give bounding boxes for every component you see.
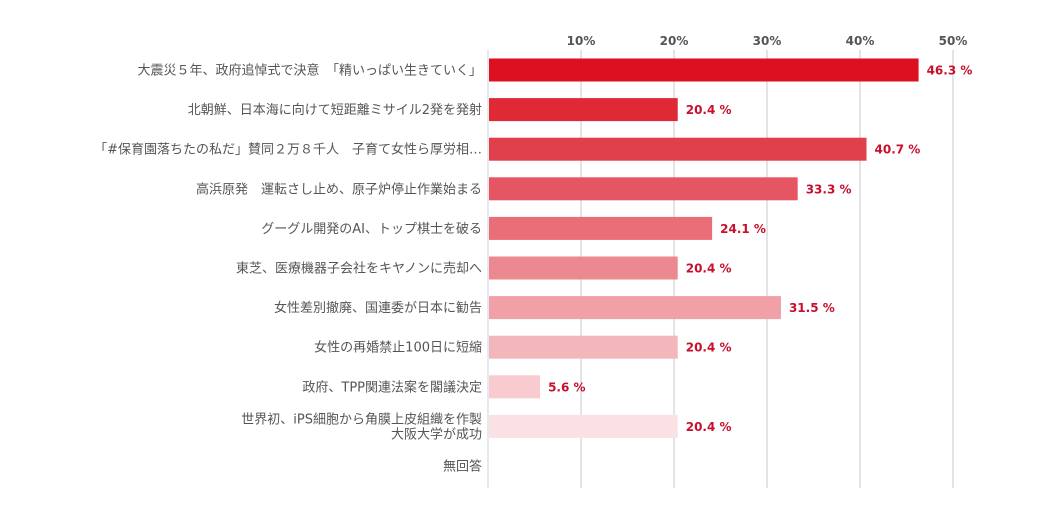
category-label: 世界初、iPS細胞から角膜上皮組織を作製 — [241, 412, 482, 427]
category-label: 北朝鮮、日本海に向けて短距離ミサイル2発を発射 — [188, 102, 482, 118]
x-tick-label: 50% — [939, 34, 968, 48]
x-tick-label: 40% — [846, 34, 875, 48]
category-label: 大阪大学が成功 — [391, 426, 482, 442]
data-label: 20.4 % — [686, 420, 732, 434]
x-tick-label: 30% — [753, 34, 782, 48]
data-label: 40.7 % — [875, 143, 921, 157]
bar — [489, 335, 678, 359]
x-tick-label: 10% — [567, 34, 596, 48]
bar — [489, 414, 678, 438]
category-label: 女性差別撤廃、国連委が日本に勧告 — [274, 300, 482, 316]
bar — [489, 216, 713, 240]
category-label: 無回答 — [443, 459, 482, 475]
bars — [489, 58, 919, 438]
bar — [489, 296, 781, 320]
data-labels: 46.3 % 20.4 % 40.7 % 33.3 % 24.1 % 20.4 % 31.5… — [548, 64, 972, 434]
category-label: 大震災５年、政府追悼式で決意 「精いっぱい生きていく」 — [137, 63, 482, 79]
bar — [489, 58, 919, 82]
data-label: 20.4 % — [686, 262, 732, 276]
data-label: 20.4 % — [686, 341, 732, 355]
category-label: 政府、TPP関連法案を閣議決定 — [302, 380, 482, 395]
data-label: 24.1 % — [720, 222, 766, 236]
data-label: 46.3 % — [927, 64, 973, 78]
data-label: 33.3 % — [806, 182, 852, 196]
data-label: 5.6 % — [548, 380, 585, 394]
bar — [489, 98, 678, 122]
category-label: 女性の再婚禁止100日に短縮 — [314, 340, 482, 356]
category-label: 東芝、医療機器子会社をキヤノンに売却へ — [236, 261, 482, 277]
category-labels: 大震災５年、政府追悼式で決意 「精いっぱい生きていく」北朝鮮、日本海に向けて短距… — [94, 63, 482, 475]
bar — [489, 256, 678, 280]
x-tick-label: 20% — [660, 34, 689, 48]
data-label: 20.4 % — [686, 103, 732, 117]
x-axis-ticks: 10% 20% 30% 40% 50% — [567, 34, 968, 48]
bar — [489, 177, 798, 201]
category-label: 「#保育園落ちたの私だ」賛同２万８千人 子育て女性ら厚労相… — [94, 142, 482, 158]
category-label: 高浜原発 運転さし止め、原子炉停止作業始まる — [196, 181, 482, 197]
bar — [489, 137, 867, 161]
bar — [489, 375, 541, 399]
category-label: グーグル開発のAI、トップ棋士を破る — [261, 222, 482, 237]
data-label: 31.5 % — [789, 301, 835, 315]
